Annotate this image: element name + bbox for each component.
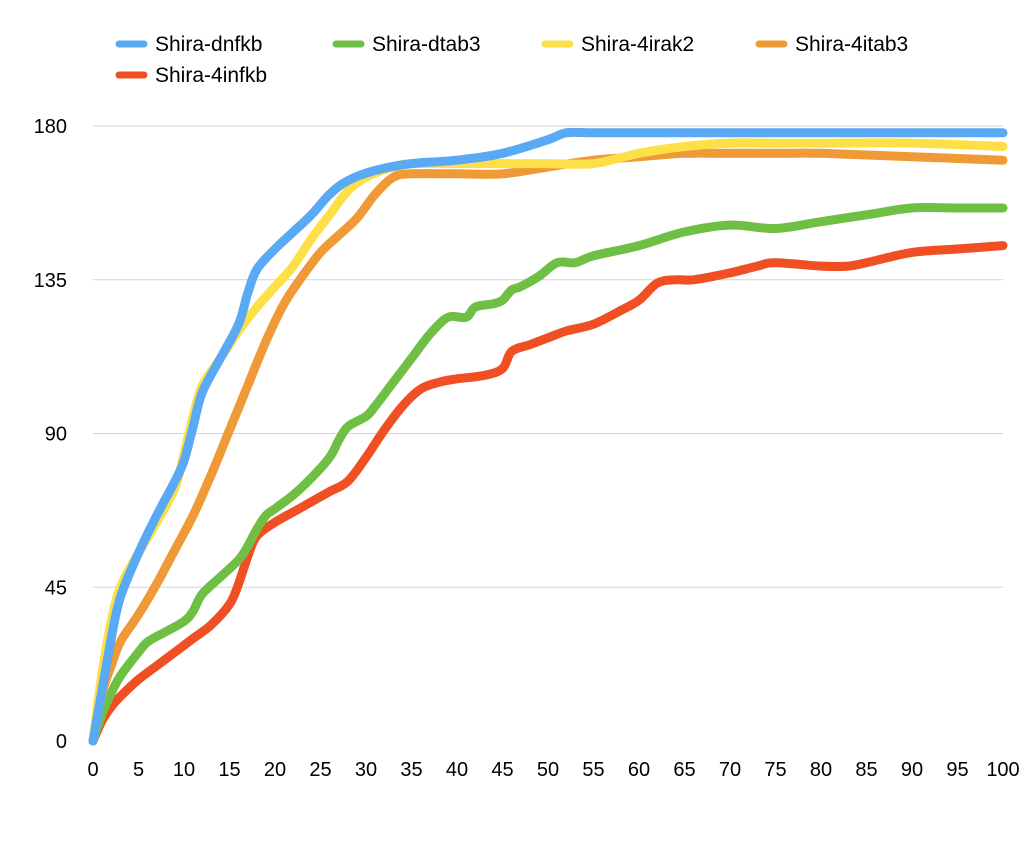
x-tick-label: 40 xyxy=(446,759,468,781)
grid-lines xyxy=(93,125,1003,588)
x-tick-label: 0 xyxy=(87,759,98,781)
x-tick-label: 5 xyxy=(133,759,144,781)
x-tick-label: 65 xyxy=(673,759,695,781)
series-lines xyxy=(88,127,1008,746)
x-tick-label: 95 xyxy=(946,759,968,781)
series-line-shira-dnfkb xyxy=(88,127,1008,746)
x-tick-label: 50 xyxy=(537,759,559,781)
x-tick-label: 55 xyxy=(582,759,604,781)
legend-label-shira-dtab3: Shira-dtab3 xyxy=(372,33,481,56)
x-tick-label: 35 xyxy=(400,759,422,781)
x-tick-label: 45 xyxy=(491,759,513,781)
y-tick-label: 45 xyxy=(45,577,67,599)
legend-label-shira-4irak2: Shira-4irak2 xyxy=(581,33,694,56)
legend-label-shira-4itab3: Shira-4itab3 xyxy=(795,33,908,56)
legend: Shira-dnfkb Shira-dtab3 Shira-4irak2 Shira-… xyxy=(115,33,908,87)
series-line-shira-4itab3 xyxy=(88,148,1008,746)
x-tick-label: 70 xyxy=(719,759,741,781)
x-axis-ticks: 0 5 10 15 20 25 30 35 40 45 50 55 60 65 70 75 80 85 90 95 10… xyxy=(87,759,1019,781)
y-tick-label: 0 xyxy=(56,731,67,753)
y-tick-label: 180 xyxy=(34,116,67,138)
x-tick-label: 25 xyxy=(309,759,331,781)
series-line-shira-4infkb xyxy=(88,241,1008,746)
y-tick-label: 135 xyxy=(34,270,67,292)
y-tick-label: 90 xyxy=(45,424,67,446)
x-tick-label: 90 xyxy=(901,759,923,781)
x-tick-label: 60 xyxy=(628,759,650,781)
x-tick-label: 20 xyxy=(264,759,286,781)
legend-label-shira-dnfkb: Shira-dnfkb xyxy=(155,33,262,56)
y-axis-ticks: 0 45 90 135 180 xyxy=(34,116,67,753)
x-tick-label: 100 xyxy=(986,759,1019,781)
x-tick-label: 85 xyxy=(855,759,877,781)
x-tick-label: 10 xyxy=(173,759,195,781)
series-line-shira-dtab3 xyxy=(88,203,1008,746)
x-tick-label: 30 xyxy=(355,759,377,781)
x-tick-label: 75 xyxy=(764,759,786,781)
legend-label-shira-4infkb: Shira-4infkb xyxy=(155,64,267,87)
x-tick-label: 80 xyxy=(810,759,832,781)
x-tick-label: 15 xyxy=(218,759,240,781)
